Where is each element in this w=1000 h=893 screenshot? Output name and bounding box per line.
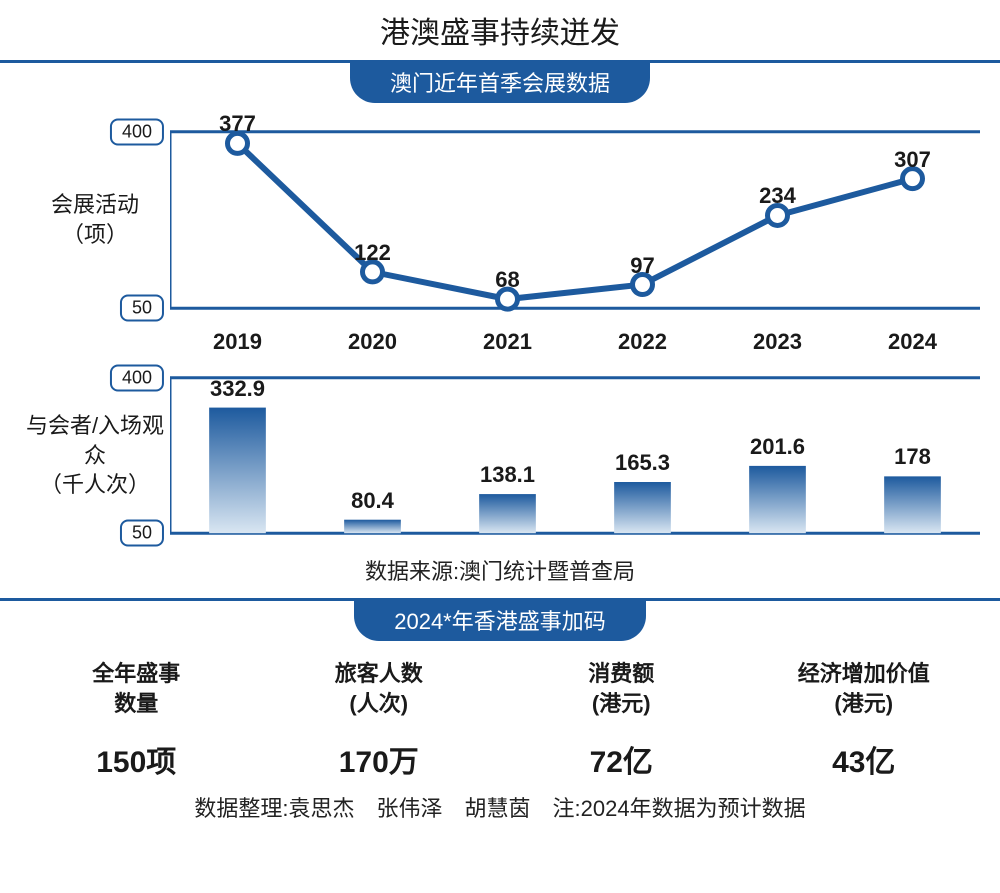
stat-label: 消费额(港元) bbox=[505, 659, 738, 719]
line-value-label: 68 bbox=[495, 267, 519, 293]
line-chart-ylabel: 会展活动 （项） bbox=[20, 115, 170, 325]
xaxis-year: 2022 bbox=[575, 329, 710, 355]
line-ylabel-l2: （项） bbox=[51, 220, 139, 250]
bar-value-label: 201.6 bbox=[750, 434, 805, 460]
footnote: 数据整理:袁思杰 张伟泽 胡慧茵 注:2024年数据为预计数据 bbox=[0, 787, 1000, 833]
line-value-label: 377 bbox=[219, 111, 256, 137]
bar-ylabel-l2: （千人次） bbox=[20, 470, 170, 500]
stat-label: 旅客人数(人次) bbox=[263, 659, 496, 719]
stat-value: 150项 bbox=[20, 737, 253, 781]
bar-svg bbox=[170, 363, 980, 548]
bar-tick-high: 400 bbox=[110, 364, 164, 391]
stat-label: 全年盛事数量 bbox=[20, 659, 253, 719]
stats-row: 全年盛事数量 150项旅客人数(人次) 170万消费额(港元) 72亿经济增加价值(港… bbox=[0, 641, 1000, 787]
line-ylabel-l1: 会展活动 bbox=[51, 190, 139, 220]
stat-card: 消费额(港元) 72亿 bbox=[505, 659, 738, 781]
xaxis-year: 2024 bbox=[845, 329, 980, 355]
stat-value: 72亿 bbox=[505, 737, 738, 781]
charts-wrap: 会展活动 （项） 400 50 3771226897234307 2019202… bbox=[0, 103, 1000, 594]
line-value-label: 97 bbox=[630, 253, 654, 279]
stat-label: 经济增加价值(港元) bbox=[748, 659, 981, 719]
stat-card: 经济增加价值(港元) 43亿 bbox=[748, 659, 981, 781]
bar-value-label: 165.3 bbox=[615, 450, 670, 476]
stat-value: 43亿 bbox=[748, 737, 981, 781]
line-value-label: 307 bbox=[894, 147, 931, 173]
section1-source: 数据来源:澳门统计暨普查局 bbox=[20, 548, 980, 594]
line-svg bbox=[170, 115, 980, 325]
xaxis-year: 2021 bbox=[440, 329, 575, 355]
xaxis-year: 2020 bbox=[305, 329, 440, 355]
section2-pill: 2024*年香港盛事加码 bbox=[354, 601, 646, 641]
line-chart-xaxis: 201920202021202220232024 bbox=[170, 325, 980, 363]
line-chart-plot: 400 50 3771226897234307 bbox=[170, 115, 980, 325]
bar-ylabel-l1: 与会者/入场观众 bbox=[20, 411, 170, 470]
line-value-label: 234 bbox=[759, 183, 796, 209]
line-value-label: 122 bbox=[354, 240, 391, 266]
line-chart-row: 会展活动 （项） 400 50 3771226897234307 bbox=[20, 115, 980, 325]
infographic-root: 港澳盛事持续迸发 澳门近年首季会展数据 会展活动 （项） 400 50 377 1… bbox=[0, 0, 1000, 893]
bar-value-label: 332.9 bbox=[210, 376, 265, 402]
main-title: 港澳盛事持续迸发 bbox=[0, 0, 1000, 56]
bar-chart-row: 与会者/入场观众 （千人次） 400 50 332.9 80.4 138.1 165.… bbox=[20, 363, 980, 548]
xaxis-year: 2023 bbox=[710, 329, 845, 355]
bar-value-label: 178 bbox=[894, 444, 931, 470]
bar-value-label: 80.4 bbox=[351, 488, 394, 514]
stat-value: 170万 bbox=[263, 737, 496, 781]
bar-value-label: 138.1 bbox=[480, 462, 535, 488]
bar-tick-low: 50 bbox=[120, 520, 164, 547]
xaxis-year: 2019 bbox=[170, 329, 305, 355]
stat-card: 全年盛事数量 150项 bbox=[20, 659, 253, 781]
stat-card: 旅客人数(人次) 170万 bbox=[263, 659, 496, 781]
line-tick-low: 50 bbox=[120, 295, 164, 322]
section1-pill: 澳门近年首季会展数据 bbox=[350, 63, 650, 103]
line-tick-high: 400 bbox=[110, 118, 164, 145]
bar-chart-plot: 400 50 332.980.4138.1165.3201.6178 bbox=[170, 363, 980, 548]
